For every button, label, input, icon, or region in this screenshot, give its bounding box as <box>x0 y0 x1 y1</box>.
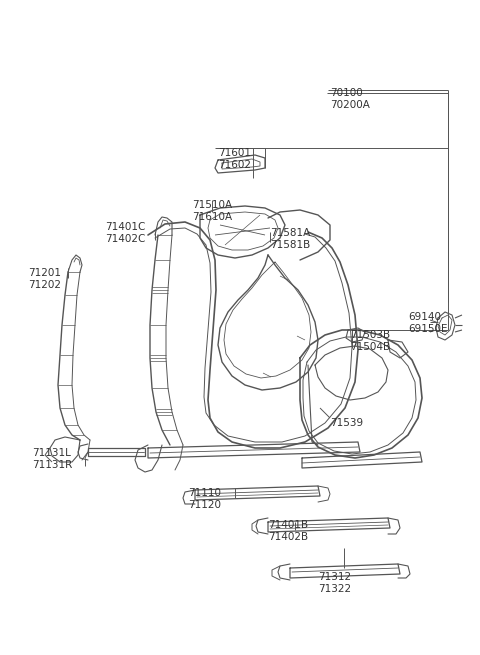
Text: 71131L
71131R: 71131L 71131R <box>32 448 72 470</box>
Text: 71539: 71539 <box>330 418 363 428</box>
Text: 71581A
71581B: 71581A 71581B <box>270 228 310 250</box>
Text: 71601
71602: 71601 71602 <box>218 148 251 170</box>
Text: 71510A
71610A: 71510A 71610A <box>192 200 232 223</box>
Text: 71201
71202: 71201 71202 <box>28 268 61 290</box>
Text: 70100
70200A: 70100 70200A <box>330 88 370 111</box>
Text: 71401B
71402B: 71401B 71402B <box>268 520 308 542</box>
Text: 69140
69150E: 69140 69150E <box>408 312 447 335</box>
Text: 71312
71322: 71312 71322 <box>318 572 351 594</box>
Text: 71110
71120: 71110 71120 <box>188 488 221 510</box>
Text: 71401C
71402C: 71401C 71402C <box>105 222 145 244</box>
Text: 71503B
71504B: 71503B 71504B <box>350 330 390 352</box>
